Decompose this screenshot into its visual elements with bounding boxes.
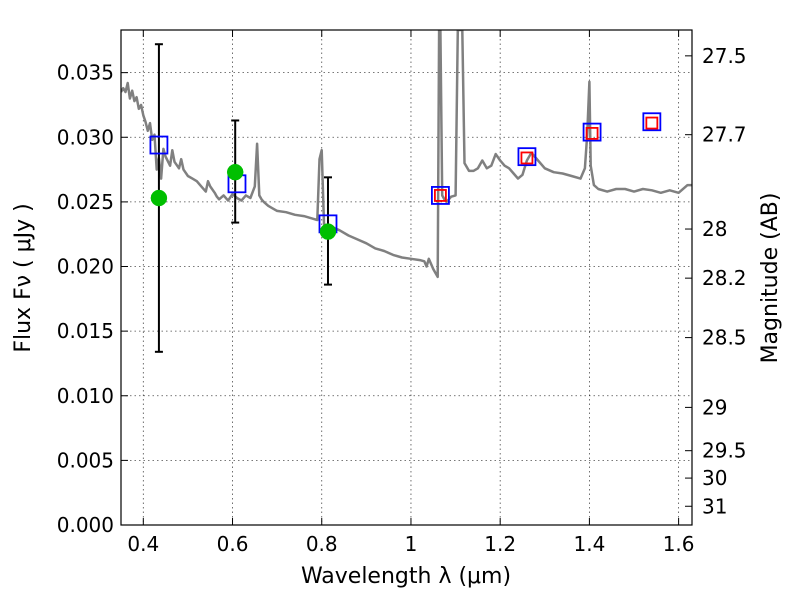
mag-tick-label: 27.7 [702,123,747,147]
detection-point [319,223,337,240]
x-tick-label: 0.4 [127,532,159,556]
x-tick-label: 1.4 [573,532,605,556]
x-tick-label: 0.6 [217,532,249,556]
data-layer [121,30,692,353]
observed-flux-marker [585,126,599,140]
x-tick-label: 1 [405,532,418,556]
observed-flux-marker [520,151,534,165]
spectrum-line [121,30,692,279]
y-axis-label-right: Magnitude (AB) [758,193,783,364]
model-flux-marker [149,135,169,155]
detection-point [150,189,168,207]
y-tick-label: 0.020 [57,255,114,279]
y-tick-label: 0.035 [57,61,114,85]
y-tick-label: 0.030 [57,125,114,149]
observed-flux-marker [645,116,659,130]
y-tick-label: 0.015 [57,319,114,343]
x-axis-label: Wavelength λ (μm) [301,564,511,589]
model-flux-marker [517,147,537,167]
x-tick-label: 0.8 [306,532,338,556]
mag-tick-label: 28.5 [702,326,747,350]
mag-tick-label: 27.5 [702,44,747,68]
mag-tick-label: 28 [702,217,727,241]
axes: 0.4 0.6 0.8 1 1.2 1.4 1.6 0.000 0.005 0.010 0.015 0… [57,30,747,556]
model-flux-marker [431,186,450,205]
y-tick-label: 0.010 [57,384,114,408]
model-flux-marker [582,122,602,142]
mag-tick-label: 29 [702,395,727,419]
mag-tick-label: 31 [702,494,727,518]
y-tick-label: 0.025 [57,190,114,214]
y-axis-label: Flux Fν ( μJy ) [11,203,36,352]
grid-lines [121,30,692,526]
mag-tick-label: 30 [702,466,727,490]
detection-point [226,163,244,181]
observed-flux-marker [434,189,447,202]
model-flux-marker [642,112,662,132]
x-tick-label: 1.2 [484,532,516,556]
y-tick-label: 0.000 [57,513,114,537]
x-tick-label: 1.6 [663,532,695,556]
mag-tick-label: 29.5 [702,439,747,463]
plot-frame [120,29,693,526]
y-tick-label: 0.005 [57,448,114,472]
mag-tick-label: 28.2 [702,266,747,290]
